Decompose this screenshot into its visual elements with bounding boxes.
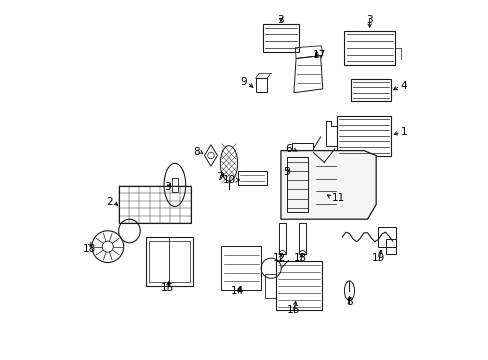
Bar [275,261,322,310]
Text: 8: 8 [193,147,200,157]
Polygon shape [281,150,375,219]
Bar [148,241,189,282]
Bar [286,157,308,212]
Text: 16: 16 [287,305,300,315]
Bar [336,116,390,156]
Bar [344,31,394,65]
Text: 6: 6 [285,144,291,154]
Bar [378,227,396,247]
Bar [145,237,192,286]
Text: 2: 2 [106,197,113,207]
Text: 8: 8 [346,297,352,307]
Bar [350,79,390,100]
Bar [291,143,313,158]
Text: 5: 5 [283,167,289,177]
Text: 7: 7 [216,172,223,182]
Text: 15: 15 [161,283,174,293]
Text: 19: 19 [371,253,384,263]
Text: 17: 17 [312,50,325,60]
Text: 14: 14 [230,285,244,296]
Text: 3: 3 [366,15,372,25]
Text: 10: 10 [222,175,235,185]
Bar [221,246,261,290]
Bar [385,239,396,255]
Text: 12: 12 [272,253,285,263]
Bar [237,171,266,185]
Text: 11: 11 [331,193,344,203]
Bar [172,178,178,192]
Bar [263,24,298,51]
Text: 3: 3 [164,182,171,192]
Text: 3: 3 [277,15,284,25]
Bar [264,274,275,298]
Text: 1: 1 [400,127,407,137]
Text: 18: 18 [83,244,96,254]
Text: 13: 13 [293,253,306,263]
Bar [255,78,266,92]
Bar [298,223,305,255]
Bar [119,186,190,223]
Text: 9: 9 [240,77,246,87]
Text: 4: 4 [399,81,406,91]
Bar [278,223,285,255]
